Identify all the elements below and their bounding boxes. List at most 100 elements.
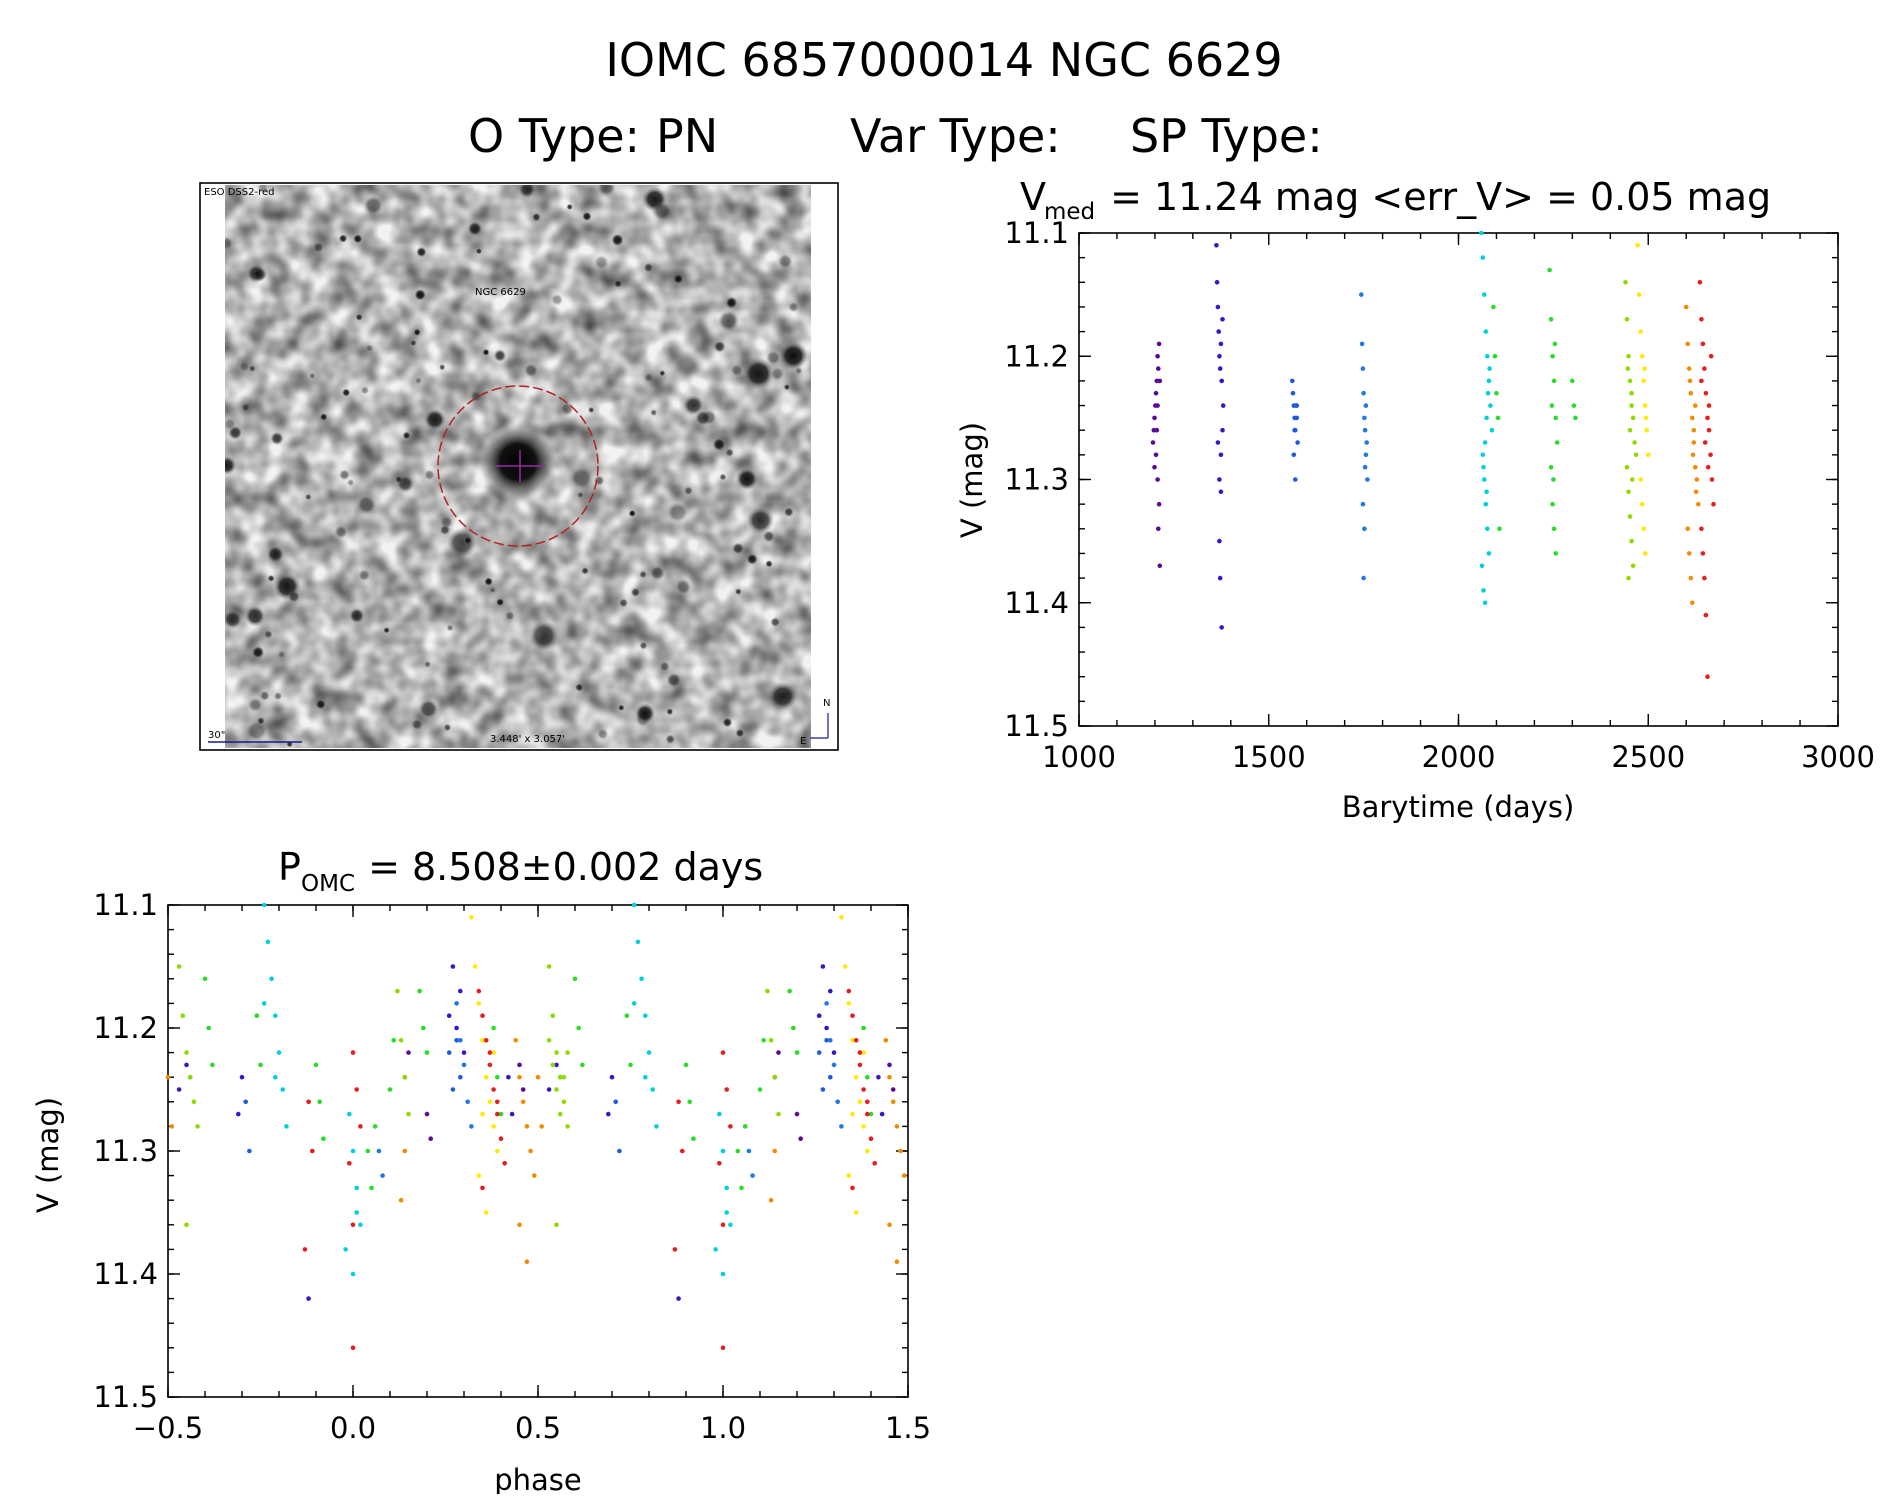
lightcurve-point-season-5 [1484, 490, 1489, 495]
phased-point-season-6 [317, 1100, 322, 1105]
phased-point-season-6 [736, 1149, 741, 1154]
lightcurve-point-season-1 [1151, 440, 1156, 445]
lightcurve-point-season-5 [1483, 601, 1488, 606]
lightcurve-point-season-7 [1631, 564, 1636, 569]
lightcurve-point-season-1 [1157, 342, 1162, 347]
phased-ytick-label: 11.5 [93, 1380, 158, 1414]
background-star [594, 255, 609, 270]
phased-point-season-6 [739, 1186, 744, 1191]
phased-point-season-1 [798, 1136, 803, 1141]
lightcurve-point-season-6 [1553, 416, 1558, 421]
phased-point-season-5 [643, 1075, 648, 1080]
phased-point-season-5 [632, 1001, 637, 1006]
survey-label: ESO DSS2-red [204, 187, 274, 198]
phased-point-season-2 [828, 989, 833, 994]
phased-point-season-9 [403, 1149, 408, 1154]
background-star [784, 507, 794, 517]
phased-point-season-5 [632, 903, 637, 908]
phased-point-season-10 [861, 1087, 866, 1092]
lightcurve-point-season-2 [1217, 539, 1222, 544]
lightcurve-point-season-4 [1361, 391, 1366, 396]
lightcurve-point-season-10 [1707, 428, 1712, 433]
phased-point-season-5 [262, 903, 267, 908]
phased-point-season-5 [277, 1050, 282, 1055]
phased-xtick-label: 1.5 [885, 1411, 931, 1445]
phased-point-season-10 [680, 1149, 685, 1154]
background-star [490, 587, 496, 593]
lightcurve-point-season-10 [1702, 366, 1707, 371]
phased-point-season-5 [343, 1247, 348, 1252]
phased-point-season-7 [188, 1075, 193, 1080]
lightcurve-point-season-5 [1481, 465, 1486, 470]
background-star [416, 247, 427, 258]
background-star [245, 606, 266, 627]
phased-point-season-9 [521, 1100, 526, 1105]
lightcurve-xlabel: Barytime (days) [1342, 790, 1575, 824]
lightcurve-plot: V med = 11.24 mag <err_V> = 0.05 mag 100… [955, 175, 1875, 824]
phased-point-season-4 [835, 1100, 840, 1105]
main-title: IOMC 6857000014 NGC 6629 [605, 33, 1282, 87]
phased-point-season-6 [321, 1136, 326, 1141]
background-star [309, 373, 315, 379]
phased-point-season-4 [839, 1124, 844, 1129]
lightcurve-point-season-5 [1481, 453, 1486, 458]
background-star [719, 473, 726, 480]
phased-point-season-10 [358, 1124, 363, 1129]
phased-point-season-5 [351, 1149, 356, 1154]
lightcurve-xtick-label: 1500 [1232, 740, 1306, 774]
phased-point-season-5 [647, 1050, 652, 1055]
phased-point-season-7 [181, 1013, 186, 1018]
background-star [339, 234, 348, 243]
lightcurve-point-season-2 [1219, 490, 1224, 495]
lightcurve-point-season-5 [1481, 255, 1486, 260]
background-star [342, 388, 350, 396]
lightcurve-point-season-9 [1693, 403, 1698, 408]
background-star [496, 598, 504, 606]
phased-point-season-9 [902, 1173, 907, 1178]
lightcurve-ytick-label: 11.5 [1004, 709, 1069, 743]
phased-point-season-2 [832, 1050, 837, 1055]
phased-point-season-5 [721, 1149, 726, 1154]
background-star [440, 525, 450, 535]
phased-point-season-6 [206, 1026, 211, 1031]
phased-point-season-3 [617, 1149, 622, 1154]
background-star [249, 365, 256, 372]
phased-point-season-3 [451, 1087, 456, 1092]
background-star [747, 553, 758, 564]
phased-point-season-2 [447, 1013, 452, 1018]
phased-point-season-4 [832, 1063, 837, 1068]
lightcurve-point-season-5 [1490, 428, 1495, 433]
background-star [220, 237, 233, 250]
lightcurve-point-season-2 [1215, 280, 1220, 285]
phased-point-season-2 [510, 1112, 515, 1117]
otype-label: O Type: [468, 109, 640, 163]
phased-point-season-10 [858, 1050, 863, 1055]
phased-point-season-7 [769, 1038, 774, 1043]
background-star [414, 289, 426, 301]
phased-point-season-8 [865, 1149, 870, 1154]
phased-point-season-10 [480, 1013, 485, 1018]
phased-point-season-10 [721, 1223, 726, 1228]
lightcurve-point-season-3 [1292, 453, 1297, 458]
phased-point-season-5 [262, 1001, 267, 1006]
lightcurve-ytick-label: 11.1 [1004, 216, 1069, 250]
lightcurve-point-season-6 [1493, 354, 1498, 359]
lightcurve-point-season-9 [1691, 453, 1696, 458]
phased-point-season-3 [817, 1050, 822, 1055]
phased-point-season-2 [821, 964, 826, 969]
background-star [788, 302, 798, 312]
phased-point-season-10 [717, 1161, 722, 1166]
scale-label: 30" [208, 730, 225, 741]
phased-point-season-6 [421, 1026, 426, 1031]
lightcurve-point-season-1 [1154, 453, 1159, 458]
phased-point-season-10 [351, 1223, 356, 1228]
phased-ytick-label: 11.2 [93, 1011, 158, 1045]
lightcurve-point-season-3 [1290, 379, 1295, 384]
background-star [640, 642, 648, 650]
phased-title-rest: = 8.508±0.002 days [356, 845, 763, 889]
phased-point-season-9 [536, 1075, 541, 1080]
phased-point-season-7 [399, 1038, 404, 1043]
phased-point-season-5 [351, 1272, 356, 1277]
background-star [484, 577, 493, 586]
phased-point-season-2 [306, 1296, 311, 1301]
